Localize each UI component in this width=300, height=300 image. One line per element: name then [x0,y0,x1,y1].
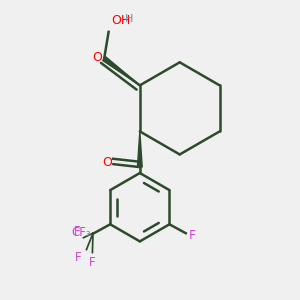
Text: O: O [92,51,102,64]
Polygon shape [137,131,142,167]
Text: F: F [75,251,82,264]
Text: F: F [74,225,80,238]
Polygon shape [103,57,140,86]
Text: O: O [102,156,112,169]
Text: F: F [189,229,196,242]
Text: OH: OH [112,14,131,27]
Text: H: H [125,14,133,24]
Text: F: F [89,256,96,268]
Text: CF₃: CF₃ [71,226,91,239]
